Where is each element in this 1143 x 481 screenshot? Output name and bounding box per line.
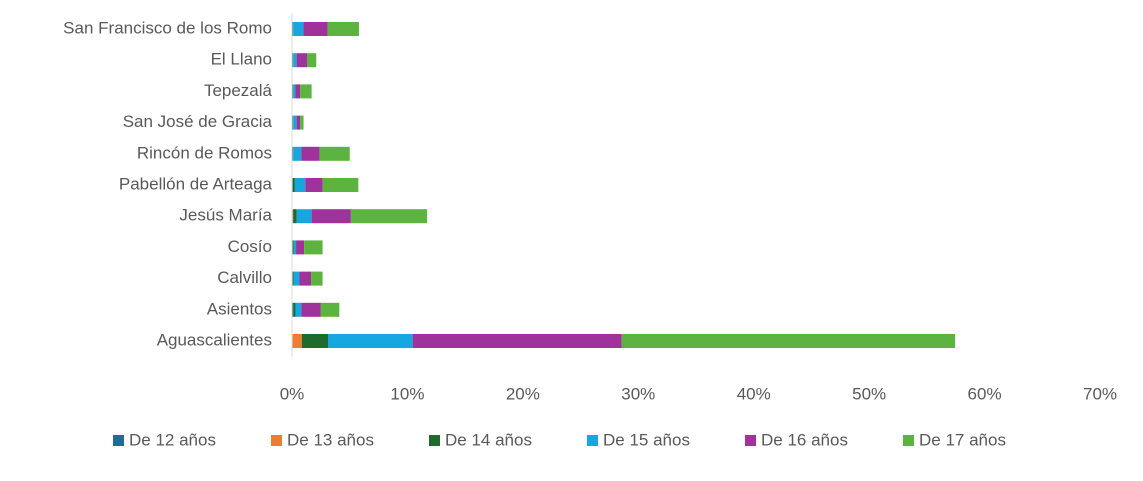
legend-swatch	[113, 435, 124, 446]
x-tick-label: 0%	[280, 384, 305, 403]
bar-segment	[311, 271, 323, 286]
legend-label: De 13 años	[287, 430, 374, 449]
bar-segment	[293, 271, 300, 286]
y-tick-label: San Francisco de los Romo	[63, 18, 272, 37]
y-tick-label: Aguascalientes	[157, 330, 272, 349]
bar-segment	[292, 271, 294, 286]
bar-segment	[328, 334, 413, 348]
bar-segment	[292, 53, 294, 68]
bar-segment	[300, 84, 312, 99]
x-tick-label: 60%	[968, 384, 1002, 403]
bar-segment	[621, 334, 956, 348]
bar-segment	[293, 302, 296, 317]
legend-label: De 17 años	[919, 430, 1006, 449]
bar-segment	[322, 178, 359, 192]
x-tick-label: 30%	[621, 384, 655, 403]
bar-segment	[301, 302, 321, 317]
bar-segment	[327, 22, 359, 36]
legend-swatch	[271, 435, 282, 446]
bar-segment	[307, 53, 317, 68]
bar-segment	[412, 334, 622, 348]
legend-swatch	[745, 435, 756, 446]
legend-label: De 12 años	[129, 430, 216, 449]
bar-segment	[292, 178, 295, 192]
x-tick-label: 10%	[390, 384, 424, 403]
y-tick-label: Tepezalá	[204, 81, 273, 100]
x-tick-label: 70%	[1083, 384, 1117, 403]
bar-segment	[296, 115, 301, 130]
bar-segment	[350, 209, 428, 224]
bar-segment	[292, 209, 294, 224]
bar-segment	[293, 115, 297, 130]
bar-segment	[293, 53, 297, 68]
bar-segment	[295, 84, 301, 99]
bar-segment	[300, 115, 304, 130]
y-tick-label: Asientos	[207, 299, 272, 318]
legend-label: De 14 años	[445, 430, 532, 449]
bar-segment	[294, 178, 306, 192]
bar-segment	[293, 209, 297, 224]
bar-segment	[292, 84, 294, 99]
bar-segment	[305, 178, 323, 192]
bar-segment	[292, 240, 294, 255]
y-tick-label: Calvillo	[217, 268, 272, 287]
bar-segment	[296, 240, 305, 255]
x-tick-label: 50%	[852, 384, 886, 403]
legend-swatch	[903, 435, 914, 446]
y-tick-label: San José de Gracia	[123, 112, 273, 131]
bar-segment	[304, 240, 323, 255]
bar-segment	[296, 209, 312, 224]
bar-segment	[292, 22, 294, 36]
bar-segment	[296, 53, 308, 68]
bar-segment	[293, 22, 304, 36]
bar-segment	[293, 146, 302, 161]
y-tick-label: El Llano	[211, 50, 272, 69]
bar-segment	[303, 22, 328, 36]
x-tick-label: 40%	[737, 384, 771, 403]
bar-segment	[301, 146, 320, 161]
bar-segment	[319, 146, 350, 161]
legend-swatch	[587, 435, 598, 446]
bar-segment	[311, 209, 351, 224]
y-tick-label: Cosío	[228, 237, 272, 256]
y-tick-label: Rincón de Romos	[137, 143, 272, 162]
y-tick-label: Jesús María	[179, 206, 272, 225]
bar-segment	[299, 271, 312, 286]
bar-segment	[292, 146, 294, 161]
x-tick-label: 20%	[506, 384, 540, 403]
bar-segment	[292, 115, 294, 130]
bar-segment	[292, 302, 294, 317]
bar-segment	[293, 240, 297, 255]
bar-segment	[292, 334, 302, 348]
legend-label: De 16 años	[761, 430, 848, 449]
bar-segment	[293, 84, 296, 99]
bar-segment	[295, 302, 302, 317]
legend-label: De 15 años	[603, 430, 690, 449]
bar-segment	[301, 334, 329, 348]
legend-swatch	[429, 435, 440, 446]
y-tick-label: Pabellón de Arteaga	[119, 174, 273, 193]
bar-segment	[320, 302, 340, 317]
